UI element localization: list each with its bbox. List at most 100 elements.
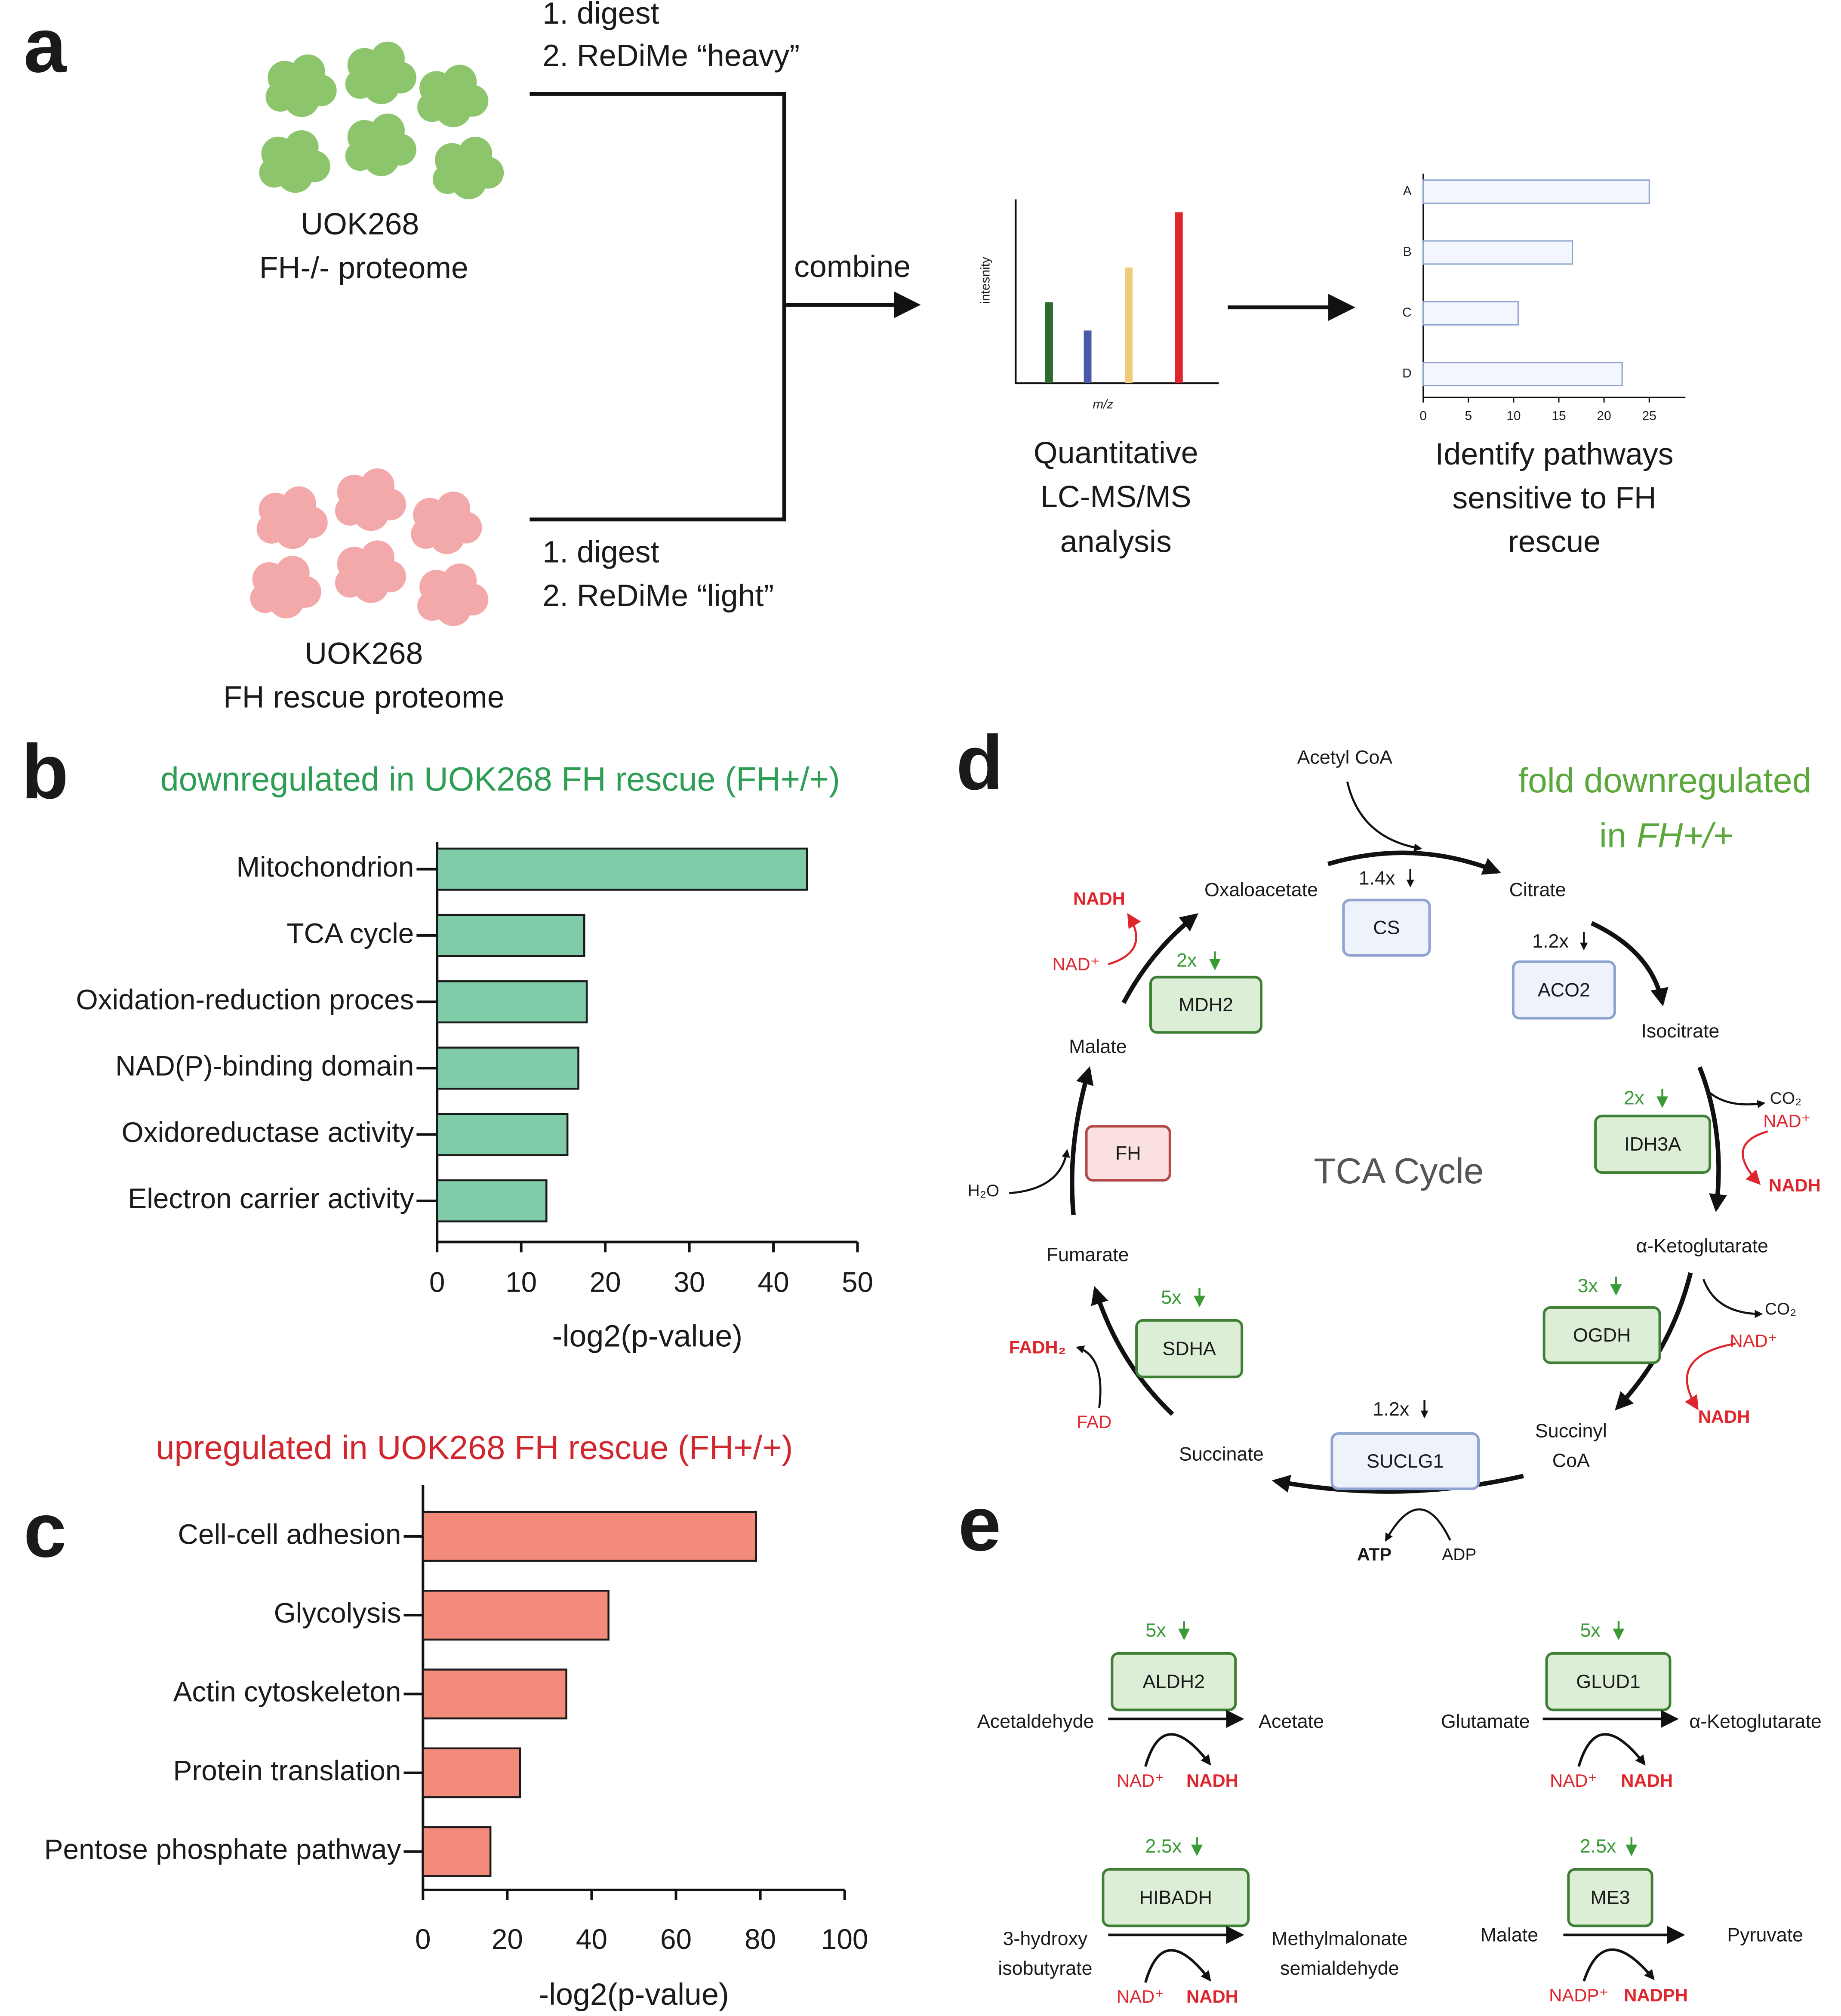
cofactor: FADH₂: [1009, 1337, 1066, 1357]
legend-text: FH+/+: [1637, 816, 1733, 855]
fold-change: 5x: [1161, 1286, 1181, 1308]
bar: [436, 914, 585, 957]
step-text: Identify pathways: [1435, 437, 1673, 471]
legend-text: fold downregulated: [1518, 761, 1812, 800]
spectrum-peak: [1045, 212, 1183, 383]
category-label: Oxidoreductase activity: [122, 1116, 414, 1148]
bar: [436, 1046, 579, 1090]
fold-change: 1.2x: [1532, 930, 1569, 952]
x-tick-label: 0: [429, 1266, 445, 1298]
panel-label: a: [24, 3, 67, 89]
x-tick-label: 10: [1506, 409, 1521, 423]
tca-arrows: [1327, 850, 1501, 875]
cofactor: FAD: [1077, 1412, 1111, 1432]
combine-label: combine: [794, 249, 911, 284]
bar: [436, 847, 808, 891]
metabolite: isobutyrate: [998, 1957, 1092, 1979]
cell-cluster-light: [256, 486, 328, 549]
metabolite: Pyruvate: [1727, 1924, 1803, 1945]
cofactor: NAD⁺: [1730, 1331, 1777, 1351]
enzyme-name: OGDH: [1573, 1324, 1631, 1346]
step-text: 1. digest: [542, 0, 659, 31]
axis-label: m/z: [1093, 397, 1113, 412]
cofactor: CO₂: [1765, 1300, 1796, 1318]
tca-arrows: [1590, 921, 1669, 1006]
cofactor-arrow: [1577, 1733, 1646, 1767]
fold-change: 2x: [1624, 1087, 1644, 1109]
fold-change: 1.4x: [1359, 867, 1395, 889]
step-text: Quantitative: [1034, 436, 1198, 470]
bar: [436, 980, 588, 1024]
metabolite: Methylmalonate: [1271, 1927, 1407, 1949]
cofactor-arrow: [1582, 1948, 1655, 1982]
x-axis-label: -log2(p-value): [552, 1319, 742, 1354]
axis-label: intesnity: [978, 257, 992, 304]
cofactor: NADPH: [1624, 1985, 1688, 2005]
panel-label: b: [22, 729, 69, 815]
cofactor: NADH: [1186, 1986, 1238, 2007]
enzyme-box: [1567, 1868, 1653, 1927]
fold-change: 2.5x: [1580, 1835, 1616, 1857]
enzyme-box: [1085, 1125, 1171, 1182]
cell-cluster-light: [250, 468, 489, 626]
tca-arrows: [1009, 781, 1768, 1542]
bar: [1422, 362, 1623, 387]
category-label: TCA cycle: [286, 917, 414, 949]
cofactor: ADP: [1442, 1545, 1476, 1564]
enzyme-name: SDHA: [1162, 1337, 1216, 1359]
enzyme-box: [1330, 1432, 1480, 1490]
sample-name: FH rescue proteome: [223, 680, 505, 714]
metabolite: Fumarate: [1047, 1243, 1129, 1265]
cell-cluster-heavy: [265, 54, 337, 117]
x-tick-label: 5: [1465, 409, 1472, 423]
cell-cluster-heavy: [345, 41, 417, 105]
spectrum-axis: [1014, 199, 1219, 385]
cofactor: NAD⁺: [1052, 954, 1099, 974]
cofactor: H₂O: [968, 1182, 999, 1200]
spectrum-peak: [1084, 330, 1092, 383]
enzyme-name: CS: [1373, 917, 1400, 939]
panel-label: c: [24, 1487, 67, 1573]
x-tick-label: 60: [660, 1923, 692, 1955]
tca-arrows: [1271, 1474, 1524, 1494]
cofactor: NAD⁺: [1763, 1111, 1810, 1131]
metabolite: semialdehyde: [1280, 1957, 1399, 1979]
sample-name: FH-/- proteome: [259, 251, 468, 285]
cell-cluster-light: [411, 491, 482, 554]
step-text: 2. ReDiMe “heavy”: [542, 39, 800, 73]
enzyme-name: MDH2: [1179, 994, 1233, 1016]
enzyme-name: HIBADH: [1139, 1887, 1212, 1908]
metabolite: Acetyl CoA: [1297, 746, 1392, 768]
sample-name: UOK268: [301, 207, 419, 241]
bar: [422, 1826, 492, 1877]
cofactor: ATP: [1357, 1544, 1392, 1564]
enzyme-name: SUCLG1: [1367, 1450, 1444, 1472]
metabolite: α-Ketoglutarate: [1689, 1710, 1822, 1732]
category-label: A: [1403, 184, 1412, 198]
enzyme-box: [1135, 1319, 1244, 1379]
bar: [422, 1668, 567, 1720]
category-label: NAD(P)-binding domain: [115, 1050, 414, 1082]
metabolite: α-Ketoglutarate: [1636, 1234, 1768, 1256]
x-tick-label: 40: [758, 1266, 789, 1298]
cell-cluster-light: [335, 540, 406, 603]
spectrum-peak: [1125, 267, 1133, 383]
tca-arrows: [1684, 1342, 1736, 1410]
category-label: Cell-cell adhesion: [178, 1518, 401, 1550]
step-text: 2. ReDiMe “light”: [542, 579, 774, 613]
chart-title: downregulated in UOK268 FH rescue (FH+/+…: [160, 761, 840, 798]
cofactor: NADH: [1769, 1175, 1821, 1195]
cofactor: NADP⁺: [1549, 1985, 1608, 2005]
bar: [422, 1511, 757, 1562]
step-text: sensitive to FH: [1452, 481, 1656, 515]
chart-title: upregulated in UOK268 FH rescue (FH+/+): [156, 1429, 793, 1466]
cofactor: CO₂: [1770, 1089, 1801, 1108]
enzyme-box: [1111, 1652, 1237, 1711]
legend-text: in FH+/+: [1599, 816, 1733, 855]
x-tick-label: 0: [415, 1923, 431, 1955]
cell-cluster-heavy: [259, 130, 330, 193]
tca-arrows: [1108, 913, 1141, 966]
x-tick-label: 25: [1642, 409, 1656, 423]
bar: [422, 1590, 610, 1641]
